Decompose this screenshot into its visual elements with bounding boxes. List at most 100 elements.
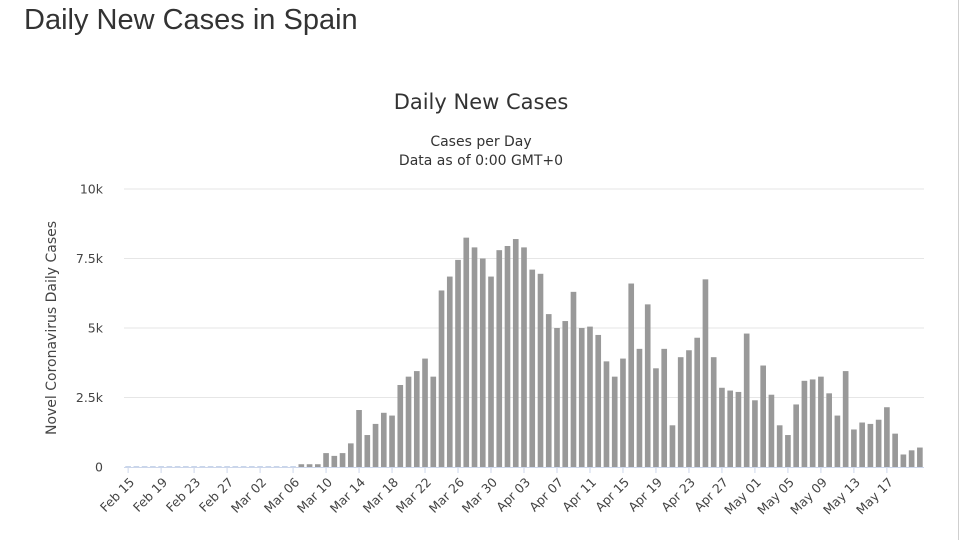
bar: [191, 466, 197, 467]
bar: [422, 358, 428, 467]
x-tick-label: Apr 15: [592, 475, 632, 515]
bar: [537, 273, 544, 467]
bar: [463, 237, 470, 467]
bar: [224, 466, 230, 467]
x-tick-label: Mar 22: [393, 475, 434, 516]
y-tick-label: 5k: [88, 321, 104, 336]
x-tick-label: Mar 06: [261, 474, 302, 515]
bar: [644, 304, 651, 467]
bar: [397, 384, 404, 467]
bar: [636, 348, 643, 467]
bar: [694, 337, 701, 467]
chart-subtitle-line-2: Data as of 0:00 GMT+0: [399, 153, 563, 169]
bar: [298, 464, 305, 467]
bar: [628, 283, 635, 467]
x-tick-label: Mar 10: [294, 474, 335, 515]
bar: [760, 365, 766, 467]
bar: [669, 425, 676, 467]
bar: [430, 376, 437, 467]
bar: [339, 453, 346, 467]
bar: [141, 466, 148, 467]
bar: [331, 455, 338, 467]
bar: [809, 379, 816, 467]
bar: [908, 450, 915, 467]
bar: [578, 328, 585, 467]
bar: [587, 326, 593, 467]
bar: [389, 415, 395, 467]
bar: [785, 435, 791, 467]
page-heading: Daily New Cases in Spain: [24, 4, 358, 36]
bar: [834, 415, 841, 467]
bar: [818, 376, 824, 467]
x-tick-label: Apr 11: [559, 475, 599, 515]
x-tick-label: Mar 30: [459, 474, 500, 515]
bar: [273, 466, 280, 467]
y-axis-label: Novel Coronavirus Daily Cases: [44, 221, 60, 435]
bar: [306, 464, 313, 467]
x-tick-label: Feb 23: [163, 475, 203, 515]
bar: [446, 276, 453, 467]
x-tick-label: Feb 15: [97, 475, 137, 515]
bar: [529, 269, 536, 467]
x-tick-label: Feb 19: [130, 474, 170, 514]
bar: [216, 466, 222, 467]
bar: [875, 419, 882, 467]
bar: [752, 400, 758, 467]
bar: [743, 333, 750, 467]
bar: [455, 259, 461, 467]
y-tick-label: 7.5k: [76, 251, 104, 266]
bar: [603, 361, 610, 467]
bar: [611, 376, 618, 467]
bar: [867, 423, 874, 467]
bar: [356, 410, 362, 467]
right-divider: [958, 0, 959, 540]
bar: [570, 291, 577, 467]
bar: [859, 422, 865, 467]
bar: [166, 466, 173, 467]
bar: [851, 429, 857, 467]
bar: [265, 466, 272, 467]
bar: [257, 466, 263, 467]
bar: [504, 245, 511, 467]
bar: [727, 390, 734, 467]
bar: [620, 358, 626, 467]
bar: [479, 258, 486, 467]
y-tick-label: 10k: [80, 182, 104, 197]
bar: [768, 394, 775, 467]
bar: [661, 348, 668, 467]
bar: [595, 334, 602, 467]
bar: [719, 387, 725, 467]
bar: [900, 454, 907, 467]
bar: [249, 466, 255, 467]
x-tick-label: Mar 26: [426, 474, 467, 515]
x-tick-label: Apr 03: [493, 475, 533, 515]
bar: [347, 443, 354, 467]
bar: [917, 447, 923, 467]
bar: [801, 380, 808, 467]
bar: [174, 466, 181, 467]
x-tick-label: Apr 19: [625, 474, 665, 514]
x-tick-label: Apr 07: [526, 475, 566, 515]
bar: [512, 239, 519, 467]
bar: [471, 247, 478, 467]
bar: [488, 276, 494, 467]
bars: [125, 237, 923, 467]
x-tick-label: May 17: [853, 475, 896, 518]
bar: [545, 314, 552, 467]
x-tick-label: Mar 14: [327, 474, 368, 515]
bar: [232, 466, 239, 467]
bar: [323, 453, 329, 467]
bar: [207, 466, 214, 467]
bar: [282, 466, 288, 467]
bar: [776, 425, 783, 467]
bar: [826, 393, 832, 467]
bar: [521, 247, 527, 467]
bar: [496, 250, 503, 467]
bar: [405, 376, 412, 467]
bar: [842, 371, 849, 467]
y-tick-label: 0: [95, 460, 103, 475]
bar: [892, 433, 898, 467]
bar: [562, 321, 569, 467]
bar: [554, 328, 560, 467]
